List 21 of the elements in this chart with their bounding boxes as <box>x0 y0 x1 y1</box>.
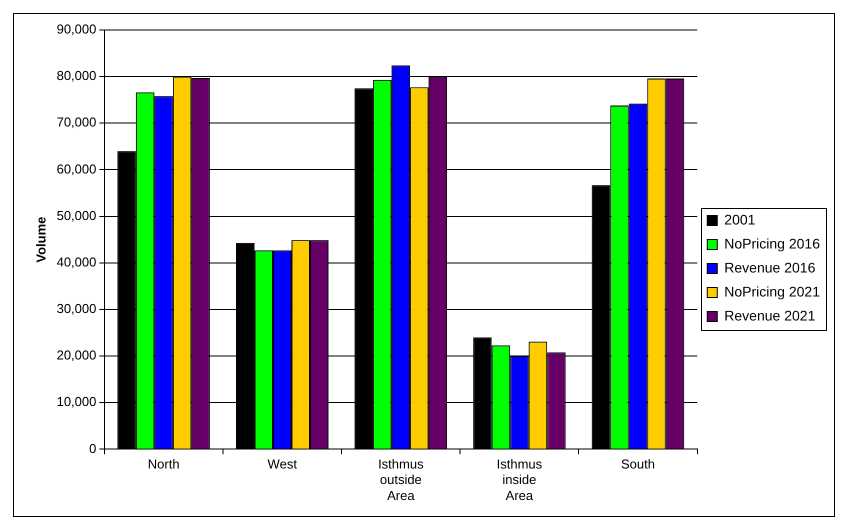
y-tick-label: 50,000 <box>56 208 96 223</box>
legend-label: Revenue 2016 <box>724 259 816 276</box>
y-tick-label: 40,000 <box>56 254 96 270</box>
y-tick-label: 70,000 <box>56 114 96 130</box>
legend-label: NoPricing 2021 <box>724 283 820 300</box>
y-tick-label: 90,000 <box>56 22 96 37</box>
x-tick-label: Isthmus inside Area <box>496 456 543 503</box>
y-tick-label: 80,000 <box>56 68 96 84</box>
legend-label: NoPricing 2016 <box>724 235 820 252</box>
x-tick-label: North <box>148 456 180 472</box>
y-tick-label: 20,000 <box>56 348 96 363</box>
y-tick-label: 10,000 <box>56 394 96 410</box>
x-tick-label: Isthmus outside Area <box>378 456 424 503</box>
legend-label: Revenue 2021 <box>724 307 816 324</box>
legend-label: 2001 <box>724 211 756 228</box>
y-tick-label: 60,000 <box>56 161 96 176</box>
x-tick-label: West <box>268 456 298 472</box>
y-tick-label: 0 <box>89 440 96 456</box>
x-tick-label: South <box>620 456 655 472</box>
y-axis-title: Volume <box>33 216 48 263</box>
y-tick-label: 30,000 <box>56 301 96 316</box>
